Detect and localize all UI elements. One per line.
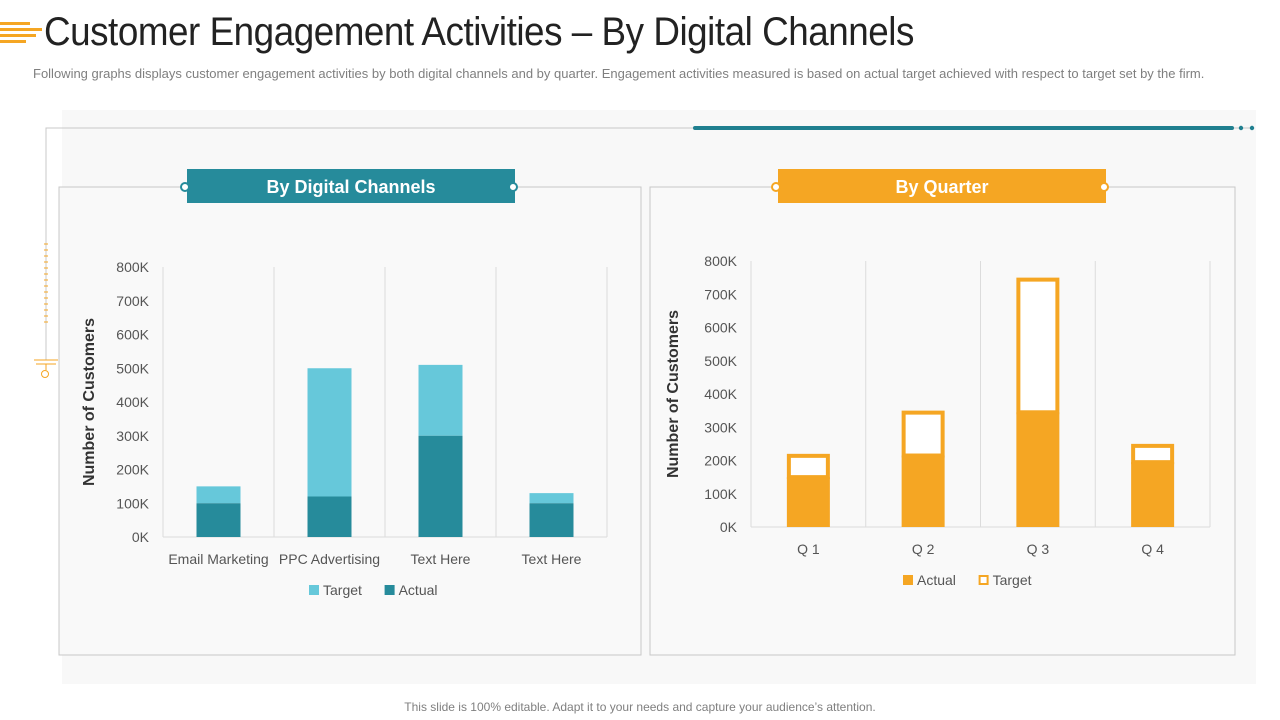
legend-label: Target [323,582,362,598]
y-tick-label: 800K [116,259,149,275]
bar-actual [307,496,352,537]
right-header-banner [778,169,1106,203]
chart-digital-channels: 0K 100K 200K 300K 400K 500K 600K 700K 800K Number… [81,259,608,598]
accent-dot [1249,125,1255,131]
page-title: Customer Engagement Activities – By Digi… [44,10,914,54]
legend-swatch-target [978,575,989,585]
ruler-end-circle [41,370,49,378]
bar-actual [786,477,830,527]
footer-note: This slide is 100% editable. Adapt it to… [404,700,876,714]
y-tick-label: 300K [704,419,737,435]
y-tick-label: 600K [116,327,149,343]
right-header-dot [1099,182,1109,192]
y-tick-label: 500K [704,353,737,369]
left-header-title: By Digital Channels [266,177,435,197]
bar-target [901,410,945,458]
bar-actual [529,503,574,537]
y-tick-label: 100K [116,495,149,511]
x-tick-label: Q 4 [1141,541,1164,557]
right-header-dot [771,182,781,192]
bar-target [196,486,241,504]
chart-by-quarter: 0K 100K 200K 300K 400K 500K 600K 700K 800K Number… [665,253,1211,588]
bar-target [307,368,352,497]
left-header-dot [508,182,518,192]
y-tick-label: 0K [132,529,150,545]
legend-label: Actual [917,572,956,588]
y-tick-label: 600K [704,320,737,336]
x-tick-label: PPC Advertising [279,551,380,567]
bar-actual [1131,462,1175,527]
legend-swatch-actual [384,585,395,595]
x-tick-label: Q 2 [912,541,935,557]
bar-actual [418,435,463,537]
left-header-dot [180,182,190,192]
bar-target [1016,277,1060,415]
x-tick-label: Text Here [411,551,471,567]
legend-label: Target [993,572,1032,588]
left-header-banner [187,169,515,203]
ruler-decoration [34,243,58,370]
right-header-title: By Quarter [895,177,988,197]
y-tick-label: 700K [704,286,737,302]
title-accent-bars [0,22,42,52]
bar-target [418,364,463,436]
y-tick-label: 200K [704,453,737,469]
x-tick-label: Email Marketing [168,551,268,567]
bar-target [1131,443,1175,465]
bar-target [786,453,830,480]
y-axis-label: Number of Customers [665,310,682,478]
bar-actual [1016,412,1060,527]
accent-dot [1238,125,1244,131]
y-tick-label: 300K [116,428,149,444]
y-tick-label: 0K [720,519,738,535]
bar-actual [196,503,241,537]
legend-swatch-target [309,585,319,595]
y-tick-label: 200K [116,462,149,478]
y-tick-label: 400K [116,394,149,410]
y-tick-label: 700K [116,293,149,309]
x-tick-label: Q 3 [1027,541,1050,557]
y-tick-label: 500K [116,360,149,376]
bar-actual [901,455,945,527]
legend-label: Actual [399,582,438,598]
x-tick-label: Text Here [522,551,582,567]
page-subtitle: Following graphs displays customer engag… [33,66,1205,81]
legend-swatch-actual [903,575,913,585]
bar-target [529,493,574,504]
y-tick-label: 100K [704,486,737,502]
y-axis-label: Number of Customers [81,318,98,486]
y-tick-label: 800K [704,253,737,269]
x-tick-label: Q 1 [797,541,820,557]
y-tick-label: 400K [704,386,737,402]
